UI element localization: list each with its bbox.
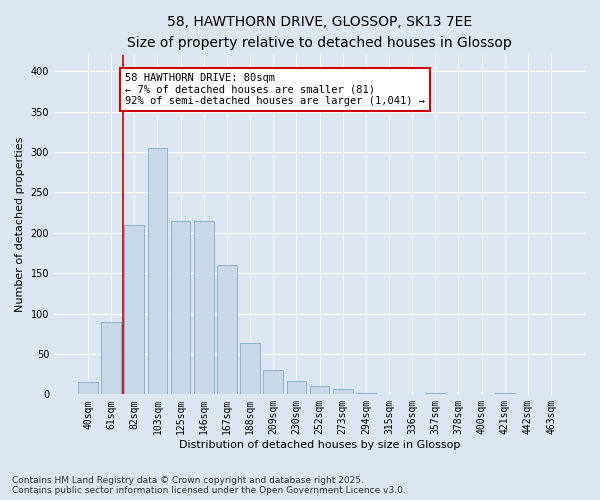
Bar xyxy=(240,344,260,394)
Bar xyxy=(287,380,306,394)
Bar xyxy=(356,392,376,394)
Bar xyxy=(217,265,237,394)
Bar xyxy=(333,390,353,394)
Bar xyxy=(263,370,283,394)
Title: 58, HAWTHORN DRIVE, GLOSSOP, SK13 7EE
Size of property relative to detached hous: 58, HAWTHORN DRIVE, GLOSSOP, SK13 7EE Si… xyxy=(127,15,512,50)
X-axis label: Distribution of detached houses by size in Glossop: Distribution of detached houses by size … xyxy=(179,440,460,450)
Bar xyxy=(310,386,329,394)
Text: 58 HAWTHORN DRIVE: 80sqm
← 7% of detached houses are smaller (81)
92% of semi-de: 58 HAWTHORN DRIVE: 80sqm ← 7% of detache… xyxy=(125,72,425,106)
Bar xyxy=(495,392,515,394)
Text: Contains HM Land Registry data © Crown copyright and database right 2025.
Contai: Contains HM Land Registry data © Crown c… xyxy=(12,476,406,495)
Y-axis label: Number of detached properties: Number of detached properties xyxy=(15,137,25,312)
Bar xyxy=(148,148,167,394)
Bar xyxy=(101,322,121,394)
Bar xyxy=(124,224,144,394)
Bar xyxy=(194,220,214,394)
Bar xyxy=(78,382,98,394)
Bar xyxy=(171,220,190,394)
Bar xyxy=(425,392,445,394)
